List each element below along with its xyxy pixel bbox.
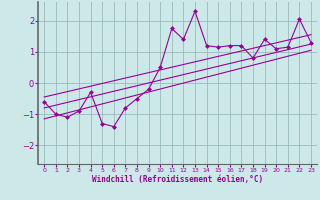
X-axis label: Windchill (Refroidissement éolien,°C): Windchill (Refroidissement éolien,°C) — [92, 175, 263, 184]
